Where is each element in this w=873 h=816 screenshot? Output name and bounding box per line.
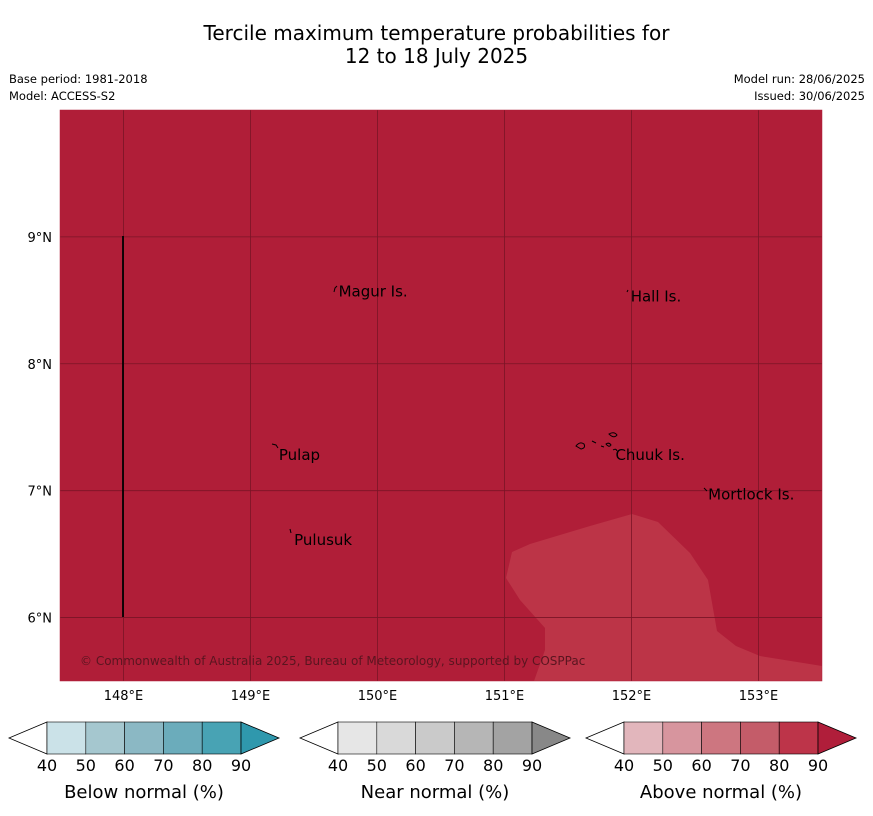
place-label: Pulap xyxy=(279,446,320,464)
colorbar-tick-label: 80 xyxy=(192,756,212,775)
colorbar-max-arrow xyxy=(240,721,281,755)
place-label: Hall Is. xyxy=(631,288,682,306)
colorbar-tick-label: 80 xyxy=(769,756,789,775)
chart-title: Tercile maximum temperature probabilitie… xyxy=(0,22,873,68)
colorbar-tick-label: 70 xyxy=(730,756,750,775)
colorbar-tick-label: 60 xyxy=(405,756,425,775)
colorbar-tick-label: 70 xyxy=(444,756,464,775)
colorbar-tick-label: 90 xyxy=(522,756,542,775)
colorbar-tick-label: 50 xyxy=(653,756,673,775)
colorbar-segment xyxy=(778,721,819,755)
lat-tick-label: 7°N xyxy=(28,485,53,500)
place-label: Pulusuk xyxy=(294,531,352,549)
lon-tick-label: 153°E xyxy=(739,689,779,704)
colorbar-segment xyxy=(163,721,203,755)
place-label: Chuuk Is. xyxy=(615,446,684,464)
lon-tick-labels: 148°E 149°E 150°E 151°E 152°E 153°E xyxy=(104,689,779,704)
island-mortlock xyxy=(703,487,708,492)
colorbar-segment xyxy=(740,721,780,755)
colorbar-segment xyxy=(337,721,378,755)
colorbar-tick-label: 60 xyxy=(691,756,711,775)
island-pulap xyxy=(271,443,279,449)
lon-tick-label: 149°E xyxy=(231,689,271,704)
issued-date: Issued: 30/06/2025 xyxy=(754,89,865,103)
colorbar: 40 50 60 70 80 90 Below normal (%) xyxy=(7,721,281,803)
island-magur xyxy=(333,285,338,293)
legend-colorbars: 40 50 60 70 80 90 Below normal (%) 40 50 60 70 80 90… xyxy=(7,721,858,803)
colorbar-segment xyxy=(46,721,87,755)
colorbar-tick-label: 40 xyxy=(328,756,348,775)
map-panel: Magur Is. Hall Is. Pulap Chuuk Is. Mortlock … xyxy=(59,109,823,682)
colorbar-min-arrow xyxy=(584,721,625,755)
island-hall xyxy=(626,289,629,293)
colorbar-segment xyxy=(454,721,494,755)
base-period: Base period: 1981-2018 xyxy=(9,72,148,86)
lat-tick-label: 8°N xyxy=(28,358,53,373)
lon-tick-label: 151°E xyxy=(485,689,525,704)
colorbar: 40 50 60 70 80 90 Above normal (%) xyxy=(584,721,858,803)
colorbar-segment xyxy=(492,721,533,755)
place-label: Magur Is. xyxy=(339,282,408,300)
colorbar-segment xyxy=(201,721,242,755)
title-line-1: Tercile maximum temperature probabilitie… xyxy=(203,21,670,45)
colorbar-title: Above normal (%) xyxy=(640,782,802,803)
colorbar-tick-label: 40 xyxy=(614,756,634,775)
colorbar-tick-label: 50 xyxy=(367,756,387,775)
colorbar: 40 50 60 70 80 90 Near normal (%) xyxy=(298,721,572,803)
lat-tick-labels: 9°N 8°N 7°N 6°N xyxy=(28,231,53,627)
map-fill-patch xyxy=(506,514,822,681)
colorbar-tick-label: 50 xyxy=(76,756,96,775)
colorbar-tick-label: 70 xyxy=(153,756,173,775)
colorbar-min-arrow xyxy=(298,721,339,755)
lat-tick-label: 9°N xyxy=(28,231,53,246)
colorbar-tick-label: 40 xyxy=(37,756,57,775)
island-pulusuk xyxy=(289,528,292,534)
colorbar-max-arrow xyxy=(531,721,572,755)
meta-right: Model run: 28/06/2025 Issued: 30/06/2025 xyxy=(734,71,865,105)
colorbar-max-arrow xyxy=(817,721,858,755)
map-grid xyxy=(60,110,822,681)
colorbar-min-arrow xyxy=(7,721,48,755)
colorbar-tick-label: 80 xyxy=(483,756,503,775)
model-run: Model run: 28/06/2025 xyxy=(733,72,865,86)
colorbar-segment xyxy=(701,721,741,755)
place-labels: Magur Is. Hall Is. Pulap Chuuk Is. Mortlock … xyxy=(279,282,794,549)
colorbar-tick-label: 60 xyxy=(114,756,134,775)
colorbar-title: Below normal (%) xyxy=(64,782,224,803)
meta-left: Base period: 1981-2018 Model: ACCESS-S2 xyxy=(9,71,148,105)
colorbar-tick-label: 90 xyxy=(231,756,251,775)
place-label: Mortlock Is. xyxy=(708,485,794,503)
lat-tick-label: 6°N xyxy=(28,612,53,627)
colorbar-segment xyxy=(415,721,455,755)
copyright-notice: © Commonwealth of Australia 2025, Bureau… xyxy=(80,654,585,668)
colorbar-title: Near normal (%) xyxy=(361,782,510,803)
colorbar-segment xyxy=(85,721,125,755)
island-outlines xyxy=(271,285,708,534)
lon-tick-label: 148°E xyxy=(104,689,144,704)
map-frame xyxy=(59,109,823,682)
lon-tick-label: 152°E xyxy=(612,689,652,704)
colorbar-segment xyxy=(662,721,702,755)
title-line-2: 12 to 18 July 2025 xyxy=(344,44,529,68)
lon-tick-label: 150°E xyxy=(358,689,398,704)
island-chuuk xyxy=(575,432,618,452)
colorbar-tick-label: 90 xyxy=(808,756,828,775)
model-name: Model: ACCESS-S2 xyxy=(9,89,116,103)
colorbar-segment xyxy=(376,721,416,755)
colorbar-segment xyxy=(623,721,664,755)
colorbar-segment xyxy=(124,721,164,755)
